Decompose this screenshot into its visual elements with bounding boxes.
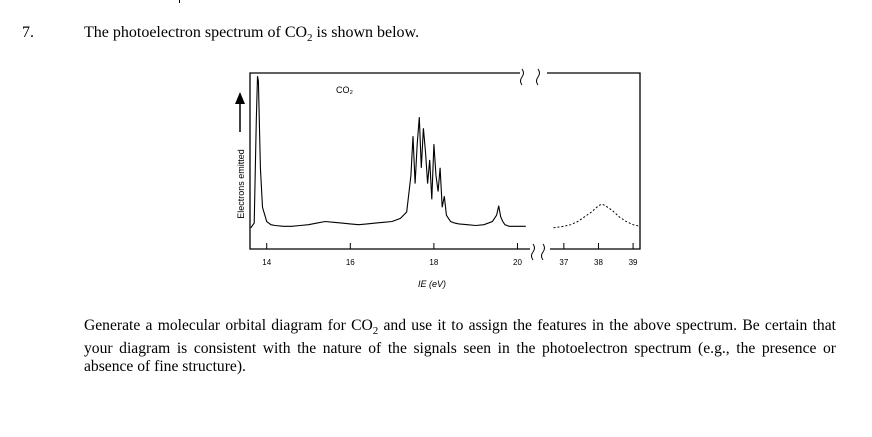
bottom-break-mark-1 xyxy=(531,243,535,261)
x-right-tick-label-37: 37 xyxy=(559,258,568,267)
question-subscript: 2 xyxy=(372,325,379,338)
spectrum-curves xyxy=(250,76,641,229)
x-right-tick-label-39: 39 xyxy=(629,258,638,267)
intro-text-after: is shown below. xyxy=(312,24,420,41)
x-right-tick-label-38: 38 xyxy=(594,258,603,267)
x-left-tick-label-20: 20 xyxy=(513,258,522,267)
intro-subscript: 2 xyxy=(307,32,313,45)
top-break-mark-2 xyxy=(536,68,540,86)
right-frame xyxy=(547,72,641,250)
question-text-after: and use it to assign the features in the… xyxy=(84,317,836,376)
x-left-tick-label-16: 16 xyxy=(346,258,355,267)
stray-tick-mark xyxy=(179,0,180,3)
molecule-label: CO₂ xyxy=(336,85,354,95)
x-left-tick-label-18: 18 xyxy=(429,258,438,267)
y-axis-label: Electrons emitted xyxy=(236,149,246,219)
spectrum-plot: Electrons emitted CO₂ 14 16 18 20 37 38 39 IE… xyxy=(235,68,641,289)
x-axis-label: IE (eV) xyxy=(418,279,446,289)
top-break-mark-1 xyxy=(520,68,524,86)
photoelectron-spectrum-figure: Electrons emitted CO₂ 14 16 18 20 37 38 39 IE… xyxy=(230,66,650,296)
question-body: Generate a molecular orbital diagram for… xyxy=(84,317,836,376)
x-ticks-left: 14 16 18 20 xyxy=(262,243,522,267)
x-left-tick-label-14: 14 xyxy=(262,258,271,267)
question-number: 7. xyxy=(22,24,34,41)
intro-text-before: The photoelectron spectrum of CO xyxy=(84,24,308,41)
question-text-before: Generate a molecular orbital diagram for… xyxy=(84,317,373,334)
question-intro: The photoelectron spectrum of CO2 is sho… xyxy=(84,24,419,44)
left-frame xyxy=(249,72,530,250)
valence-band-trace xyxy=(250,76,526,229)
bottom-break-mark-2 xyxy=(541,243,545,261)
x-ticks-right: 37 38 39 xyxy=(559,243,638,267)
y-axis-arrow-head xyxy=(235,92,245,104)
core-band-trace xyxy=(553,203,641,229)
